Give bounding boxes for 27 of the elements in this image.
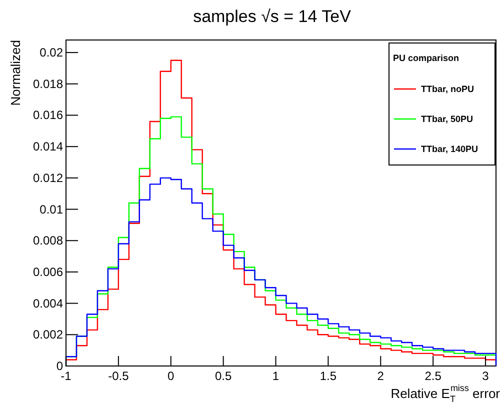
x-tick-label: 2.5 xyxy=(424,369,442,383)
y-tick-label: 0.012 xyxy=(32,170,64,185)
x-tick-label: 3 xyxy=(482,369,490,383)
x-tick-label: -1 xyxy=(60,369,72,383)
legend-title: PU comparison xyxy=(393,53,460,63)
legend-label: TTbar, 50PU xyxy=(421,114,474,124)
legend-label: TTbar, noPU xyxy=(421,84,474,94)
x-axis-title: Relative E$_{T}$$^{miss}$ error xyxy=(390,383,501,404)
x-tick-label: -0.5 xyxy=(108,369,130,383)
y-tick-label: 0.01 xyxy=(40,202,64,216)
x-tick-label: 1 xyxy=(272,369,280,383)
y-tick-label: 0 xyxy=(56,359,64,373)
y-axis-title: Normalized xyxy=(8,40,23,106)
y-tick-label: 0.008 xyxy=(32,234,64,248)
y-tick-label: 0.006 xyxy=(32,264,64,279)
y-tick-label: 0.016 xyxy=(32,108,64,122)
y-tick-label: 0.004 xyxy=(32,296,64,310)
y-tick-label: 0.002 xyxy=(32,328,64,342)
x-tick-label: 1.5 xyxy=(320,369,337,383)
y-tick-label: 0.02 xyxy=(40,46,64,60)
y-tick-label: 0.018 xyxy=(32,76,64,91)
x-tick-label: 0.5 xyxy=(214,369,232,383)
x-tick-label: 0 xyxy=(168,369,175,383)
chart-title: samples √s = 14 TeV xyxy=(193,7,352,26)
legend-label: TTbar, 140PU xyxy=(421,144,478,154)
x-tick-label: 2 xyxy=(377,369,384,383)
y-tick-label: 0.014 xyxy=(32,140,64,154)
